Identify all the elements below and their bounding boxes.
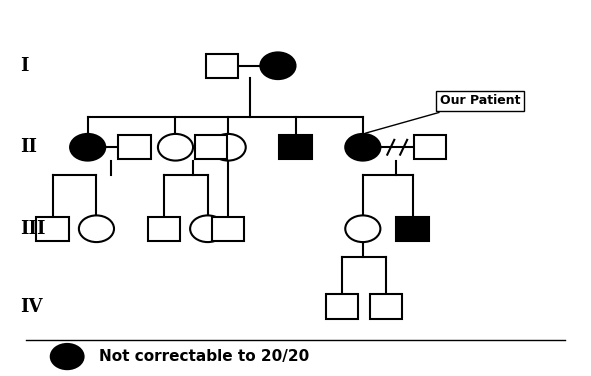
Text: IV: IV — [20, 297, 43, 315]
Bar — [212, 217, 244, 241]
Ellipse shape — [79, 215, 114, 242]
Bar — [194, 135, 227, 159]
Ellipse shape — [345, 134, 381, 161]
Ellipse shape — [70, 134, 105, 161]
Bar — [148, 217, 180, 241]
Ellipse shape — [261, 52, 296, 79]
Text: I: I — [20, 57, 29, 75]
Bar — [326, 294, 358, 319]
Ellipse shape — [345, 215, 381, 242]
Text: Not correctable to 20/20: Not correctable to 20/20 — [99, 349, 310, 364]
Ellipse shape — [51, 344, 83, 369]
Bar — [206, 53, 238, 78]
Bar — [280, 135, 311, 159]
Ellipse shape — [190, 215, 225, 242]
Bar — [414, 135, 446, 159]
Ellipse shape — [158, 134, 193, 161]
Text: II: II — [20, 138, 37, 156]
Text: III: III — [20, 220, 46, 238]
Text: Our Patient: Our Patient — [365, 94, 520, 133]
Bar — [397, 217, 428, 241]
Bar — [370, 294, 402, 319]
Ellipse shape — [210, 134, 246, 161]
Bar — [37, 217, 69, 241]
Bar — [118, 135, 151, 159]
